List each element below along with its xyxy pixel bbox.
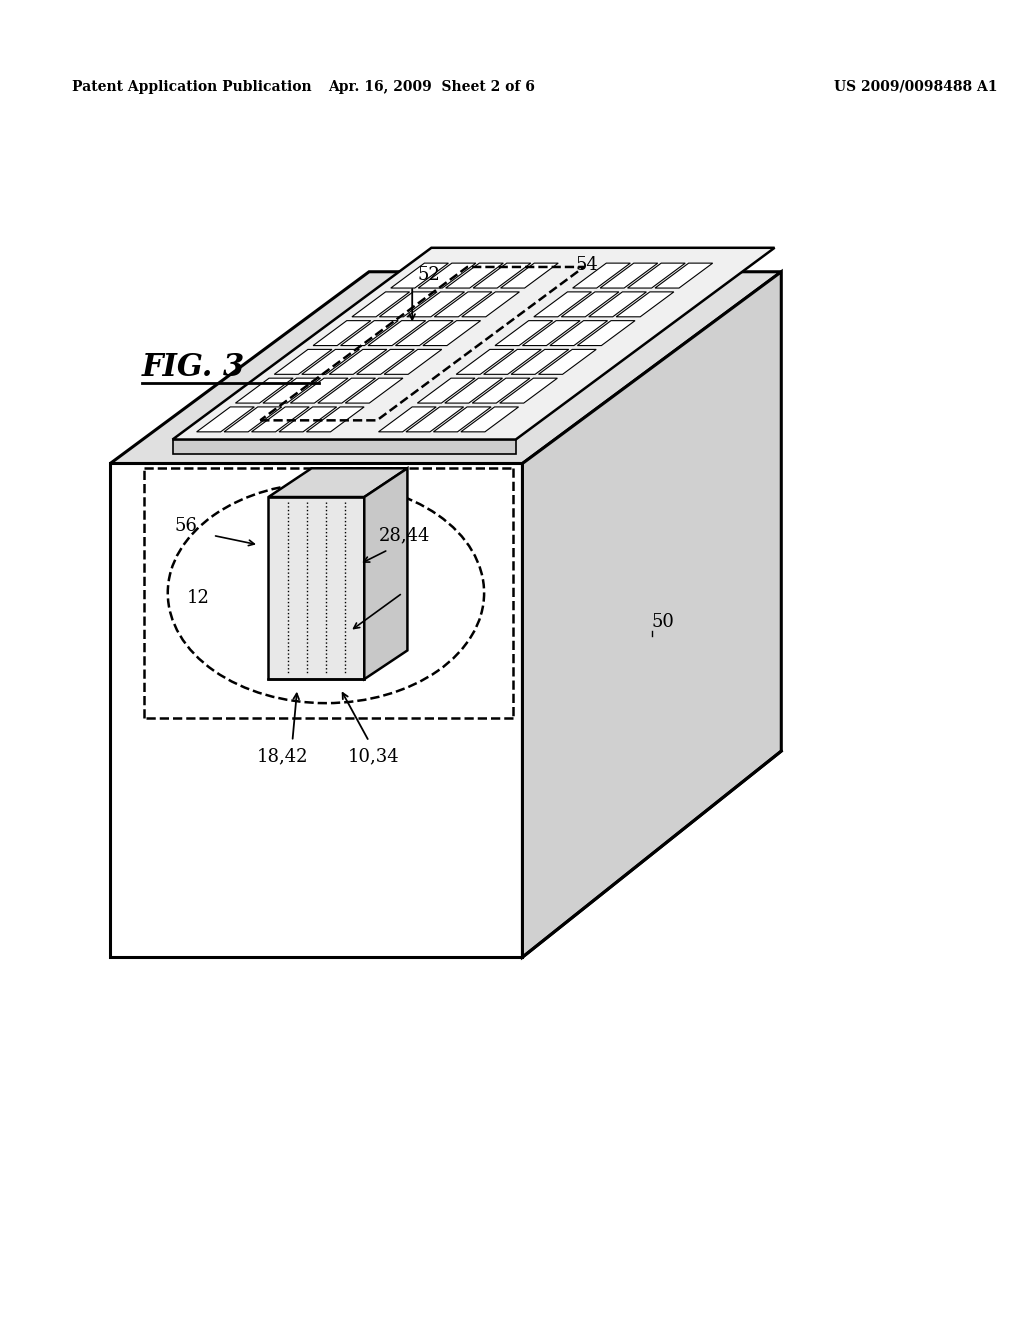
Polygon shape	[395, 321, 454, 346]
Polygon shape	[461, 407, 518, 432]
Polygon shape	[407, 292, 465, 317]
Polygon shape	[111, 272, 781, 463]
Text: US 2009/0098488 A1: US 2009/0098488 A1	[834, 79, 997, 94]
Text: 12: 12	[187, 589, 210, 607]
Polygon shape	[268, 498, 365, 680]
Polygon shape	[356, 350, 415, 375]
Polygon shape	[379, 292, 437, 317]
Polygon shape	[268, 469, 408, 498]
Text: 10,34: 10,34	[348, 747, 399, 764]
Text: 18,42: 18,42	[257, 747, 308, 764]
Text: 28,44: 28,44	[379, 527, 430, 544]
Text: Apr. 16, 2009  Sheet 2 of 6: Apr. 16, 2009 Sheet 2 of 6	[328, 79, 535, 94]
Polygon shape	[384, 350, 441, 375]
Polygon shape	[550, 321, 607, 346]
Polygon shape	[279, 407, 337, 432]
Polygon shape	[572, 263, 631, 288]
Polygon shape	[433, 407, 492, 432]
Polygon shape	[655, 263, 713, 288]
Polygon shape	[317, 378, 376, 403]
Text: 54: 54	[575, 256, 598, 275]
Polygon shape	[291, 378, 348, 403]
Polygon shape	[483, 350, 542, 375]
Polygon shape	[472, 378, 530, 403]
Polygon shape	[379, 407, 436, 432]
Polygon shape	[197, 407, 254, 432]
Text: 50: 50	[652, 612, 675, 631]
Text: FIG. 3: FIG. 3	[142, 352, 245, 383]
Polygon shape	[306, 407, 365, 432]
Polygon shape	[589, 292, 646, 317]
Polygon shape	[561, 292, 618, 317]
Text: 52: 52	[417, 265, 439, 284]
Polygon shape	[534, 292, 592, 317]
Polygon shape	[445, 263, 504, 288]
Polygon shape	[274, 350, 332, 375]
Polygon shape	[236, 378, 293, 403]
Polygon shape	[313, 321, 371, 346]
Polygon shape	[522, 272, 781, 957]
Polygon shape	[434, 292, 492, 317]
Polygon shape	[173, 440, 516, 454]
Polygon shape	[522, 321, 581, 346]
Polygon shape	[418, 378, 475, 403]
Polygon shape	[263, 378, 321, 403]
Polygon shape	[365, 469, 408, 680]
Polygon shape	[418, 263, 476, 288]
Polygon shape	[462, 292, 519, 317]
Polygon shape	[406, 407, 464, 432]
Polygon shape	[391, 263, 449, 288]
Text: Patent Application Publication: Patent Application Publication	[72, 79, 311, 94]
Polygon shape	[501, 263, 558, 288]
Polygon shape	[252, 407, 309, 432]
Polygon shape	[578, 321, 635, 346]
Polygon shape	[173, 248, 774, 440]
Polygon shape	[616, 292, 674, 317]
Polygon shape	[329, 350, 387, 375]
Polygon shape	[456, 350, 514, 375]
Polygon shape	[423, 321, 480, 346]
Polygon shape	[600, 263, 657, 288]
Polygon shape	[341, 321, 398, 346]
Polygon shape	[495, 321, 553, 346]
Polygon shape	[111, 463, 522, 957]
Polygon shape	[368, 321, 426, 346]
Polygon shape	[224, 407, 282, 432]
Polygon shape	[444, 378, 503, 403]
Polygon shape	[473, 263, 530, 288]
Polygon shape	[302, 350, 359, 375]
Polygon shape	[500, 378, 557, 403]
Polygon shape	[352, 292, 410, 317]
Text: 56: 56	[174, 517, 198, 535]
Polygon shape	[539, 350, 596, 375]
Polygon shape	[345, 378, 403, 403]
Polygon shape	[628, 263, 685, 288]
Polygon shape	[511, 350, 568, 375]
